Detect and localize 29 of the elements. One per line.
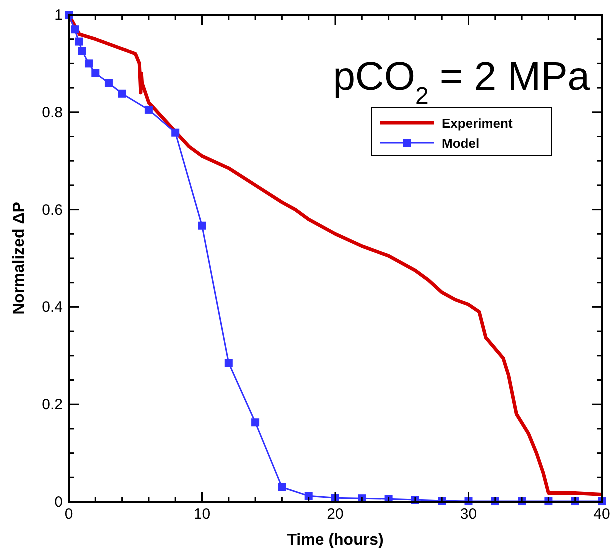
point bbox=[84, 60, 93, 68]
point bbox=[224, 359, 233, 368]
y-tick-label: 0.4 bbox=[42, 299, 63, 316]
y-tick-label: 0.2 bbox=[42, 396, 63, 414]
point bbox=[78, 47, 86, 56]
y-tick-label: 0 bbox=[54, 494, 63, 511]
x-tick-label: 20 bbox=[327, 506, 344, 523]
point bbox=[118, 90, 126, 98]
text: pCO$_{2}$ = 2 MPa bbox=[333, 55, 591, 110]
x-tick-label: 30 bbox=[460, 506, 478, 523]
point bbox=[74, 38, 83, 46]
y-tick-label: 1 bbox=[54, 7, 63, 24]
point bbox=[278, 483, 286, 492]
x-axis-title: Time (hours) bbox=[287, 532, 384, 549]
point bbox=[304, 492, 313, 500]
point bbox=[70, 26, 79, 34]
y-tick-label: 0.6 bbox=[42, 202, 63, 219]
point bbox=[172, 128, 180, 137]
point bbox=[198, 222, 206, 230]
legend-label: Experiment bbox=[442, 116, 514, 131]
x-tick-label: 10 bbox=[194, 506, 211, 523]
point bbox=[252, 418, 260, 427]
point bbox=[104, 79, 113, 88]
point bbox=[144, 106, 153, 114]
point bbox=[92, 69, 100, 78]
legend-label: Model bbox=[442, 136, 480, 151]
y-tick-label: 0.8 bbox=[42, 104, 63, 122]
y-axis-title: Normalized ΔP bbox=[11, 202, 28, 315]
x-tick-label: 40 bbox=[594, 506, 610, 523]
